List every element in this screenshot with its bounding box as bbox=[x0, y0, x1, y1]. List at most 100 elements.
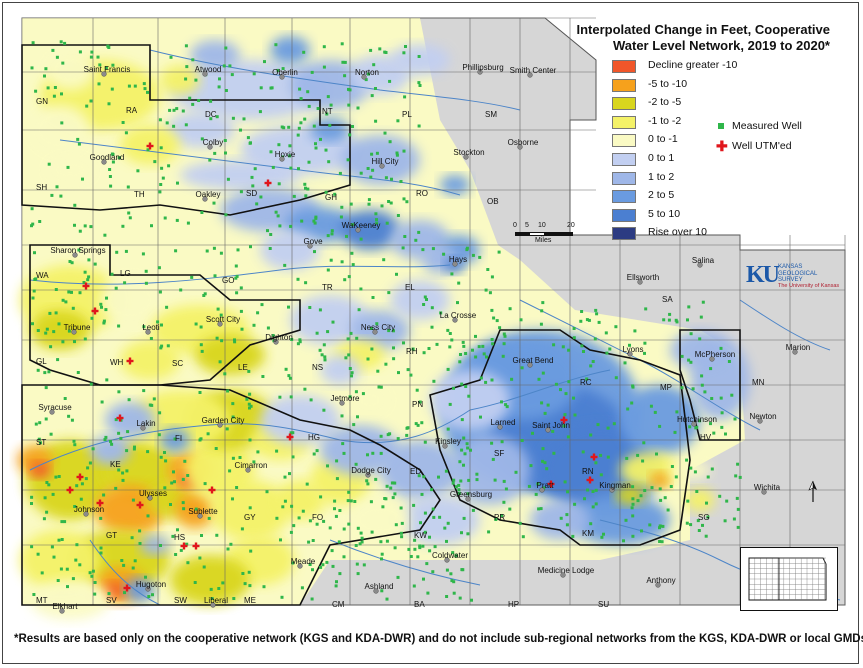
measured-well-marker bbox=[602, 532, 605, 536]
change-contour bbox=[160, 65, 200, 95]
measured-well-marker bbox=[231, 116, 235, 120]
change-contour bbox=[120, 340, 180, 380]
change-contour bbox=[45, 155, 95, 185]
city-label: Hays bbox=[449, 255, 467, 264]
measured-well-marker bbox=[250, 175, 254, 179]
measured-well-marker bbox=[581, 450, 585, 454]
measured-well-marker bbox=[643, 351, 646, 355]
measured-well-marker bbox=[374, 87, 377, 90]
measured-wells bbox=[30, 40, 742, 602]
measured-well-marker bbox=[738, 475, 742, 479]
measured-well-marker bbox=[464, 352, 468, 355]
measured-well-marker bbox=[203, 482, 207, 486]
measured-well-marker bbox=[689, 332, 693, 336]
measured-well-marker bbox=[34, 277, 38, 281]
measured-well-marker bbox=[491, 342, 495, 346]
measured-well-marker bbox=[481, 344, 485, 348]
measured-well-marker bbox=[696, 519, 700, 523]
measured-well-marker bbox=[518, 521, 522, 525]
measured-well-marker bbox=[347, 490, 351, 494]
measured-well-marker bbox=[226, 547, 230, 551]
measured-well-marker bbox=[428, 535, 431, 539]
measured-well-marker bbox=[298, 340, 302, 344]
measured-well-marker bbox=[67, 414, 71, 418]
measured-well-marker bbox=[563, 480, 567, 484]
measured-well-marker bbox=[466, 446, 470, 450]
measured-well-marker bbox=[451, 481, 455, 485]
measured-well-marker bbox=[167, 164, 171, 168]
measured-well-marker bbox=[375, 151, 379, 155]
measured-well-marker bbox=[319, 565, 323, 569]
measured-well-marker bbox=[174, 553, 178, 556]
measured-well-marker bbox=[595, 312, 599, 316]
measured-well-marker bbox=[198, 391, 202, 394]
measured-well-marker bbox=[44, 67, 48, 71]
measured-well-marker bbox=[53, 86, 57, 89]
measured-well-marker bbox=[63, 41, 67, 45]
measured-well-marker bbox=[730, 393, 734, 397]
measured-well-marker bbox=[246, 136, 250, 140]
measured-well-marker bbox=[626, 407, 630, 411]
measured-well-marker bbox=[102, 321, 106, 325]
county-code-label: GL bbox=[36, 357, 47, 366]
measured-well-marker bbox=[366, 482, 370, 486]
measured-well-marker bbox=[384, 362, 388, 366]
measured-well-marker bbox=[240, 527, 244, 531]
measured-well-marker bbox=[296, 277, 300, 281]
measured-well-marker bbox=[104, 308, 108, 312]
measured-well-marker bbox=[30, 495, 34, 499]
measured-well-marker bbox=[290, 338, 294, 341]
measured-well-marker bbox=[143, 87, 147, 91]
measured-well-marker bbox=[418, 544, 422, 548]
measured-well-marker bbox=[355, 562, 359, 566]
measured-well-marker bbox=[127, 398, 131, 402]
measured-well-marker bbox=[349, 202, 353, 206]
measured-well-marker bbox=[666, 508, 670, 512]
change-contour bbox=[270, 36, 310, 64]
measured-well-marker bbox=[504, 403, 508, 407]
measured-well-marker bbox=[452, 591, 456, 595]
measured-well-marker bbox=[659, 498, 663, 502]
measured-well-marker bbox=[385, 597, 389, 601]
measured-well-marker bbox=[432, 515, 436, 519]
measured-well-marker bbox=[631, 502, 635, 506]
measured-well-marker bbox=[662, 318, 666, 322]
measured-well-marker bbox=[333, 499, 337, 503]
measured-well-marker bbox=[342, 451, 346, 455]
measured-well-marker bbox=[131, 566, 135, 570]
city-marker bbox=[245, 467, 251, 473]
measured-well-marker bbox=[47, 162, 51, 166]
measured-well-marker bbox=[396, 575, 400, 579]
measured-well-marker bbox=[337, 540, 341, 544]
legend-label: Rise over 10 bbox=[648, 226, 707, 239]
utm-well-marker bbox=[68, 486, 72, 494]
measured-well-marker bbox=[144, 281, 148, 285]
measured-well-marker bbox=[475, 472, 479, 476]
change-contour bbox=[170, 555, 250, 605]
measured-well-marker bbox=[604, 331, 608, 335]
measured-well-marker bbox=[30, 545, 34, 549]
measured-well-marker bbox=[710, 397, 714, 400]
measured-well-marker bbox=[356, 415, 359, 419]
measured-well-marker bbox=[36, 368, 40, 372]
measured-well-marker bbox=[486, 268, 490, 271]
measured-well-marker bbox=[432, 379, 436, 383]
measured-well-marker bbox=[47, 483, 51, 487]
measured-well-marker bbox=[159, 544, 162, 547]
measured-well-marker bbox=[271, 334, 275, 337]
change-contour bbox=[530, 500, 590, 540]
measured-well-marker bbox=[351, 125, 354, 128]
measured-well-marker bbox=[413, 538, 417, 542]
measured-well-marker bbox=[32, 289, 36, 293]
measured-well-marker bbox=[70, 418, 74, 422]
measured-well-marker bbox=[235, 291, 239, 295]
measured-well-marker bbox=[245, 397, 249, 401]
measured-well-marker bbox=[392, 346, 395, 350]
utm-well-marker bbox=[266, 179, 270, 187]
city-label: Newton bbox=[749, 412, 776, 421]
measured-well-marker bbox=[600, 535, 604, 539]
measured-well-marker bbox=[467, 394, 471, 398]
measured-well-marker bbox=[239, 309, 243, 313]
measured-well-marker bbox=[321, 563, 325, 567]
city-marker bbox=[497, 424, 503, 430]
